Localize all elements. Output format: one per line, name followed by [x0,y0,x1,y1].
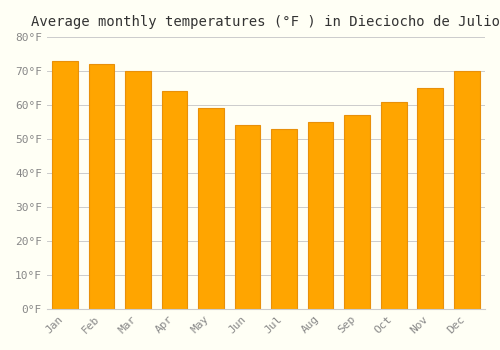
Bar [308,122,334,309]
Bar [162,91,188,309]
Title: Average monthly temperatures (°F ) in Dieciocho de Julio: Average monthly temperatures (°F ) in Di… [32,15,500,29]
Bar [272,129,297,309]
Bar [52,61,78,309]
Bar [344,115,370,309]
Bar [198,108,224,309]
Bar [454,71,479,309]
Bar [89,64,114,309]
Bar [418,88,443,309]
Bar [235,125,260,309]
Bar [381,102,406,309]
Bar [126,71,151,309]
